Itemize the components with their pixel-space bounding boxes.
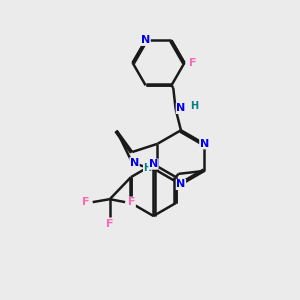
Text: N: N [176,179,185,190]
Text: N: N [149,159,158,169]
Text: N: N [176,103,185,113]
Text: F: F [106,219,113,229]
Text: H: H [143,163,152,173]
Text: N: N [141,35,150,45]
Text: N: N [200,139,209,149]
Text: F: F [82,197,90,207]
Text: F: F [128,197,135,207]
Text: H: H [190,100,198,110]
Text: N: N [130,158,139,168]
Text: F: F [189,58,196,68]
